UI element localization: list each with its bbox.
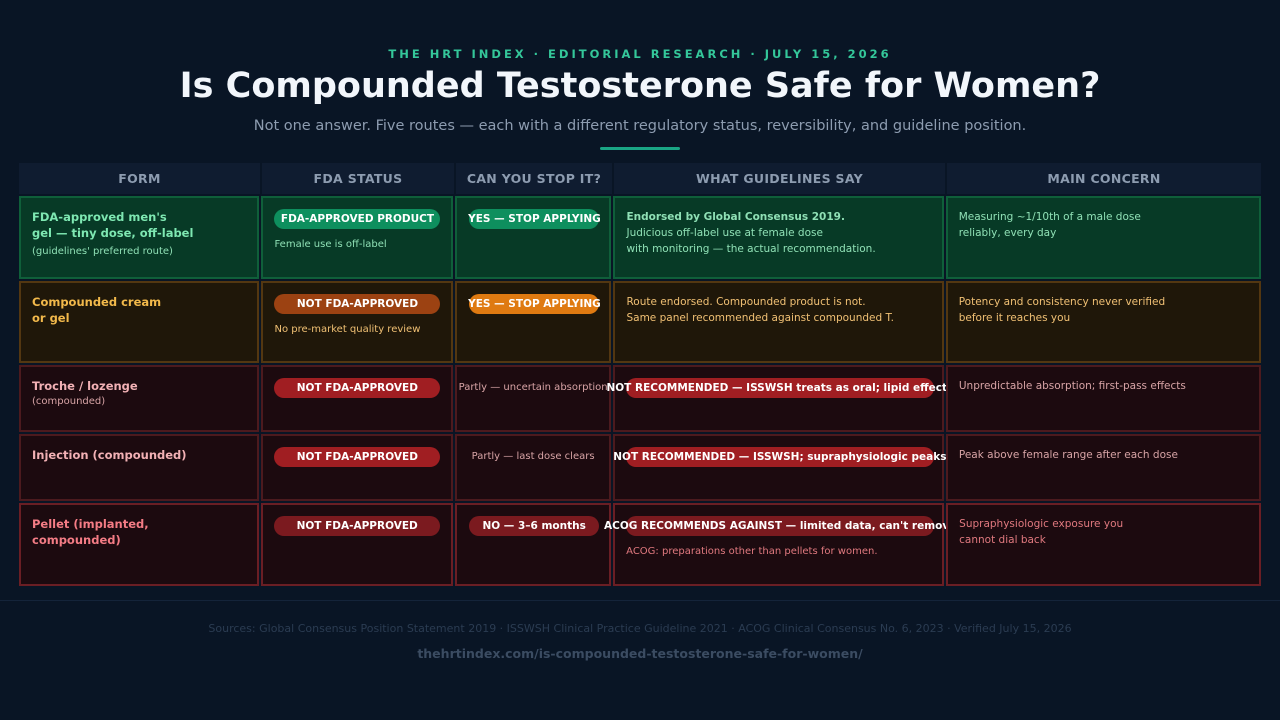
form-cell: Injection (compounded) <box>19 434 260 501</box>
fda-status-cell: NOT FDA-APPROVED <box>261 365 454 432</box>
stop-cell: NO — 3–6 months <box>455 503 612 586</box>
reversibility-text: Partly — uncertain absorption <box>458 382 608 393</box>
comparison-table: FORM FDA STATUS CAN YOU STOP IT? WHAT GU… <box>19 163 1261 586</box>
stop-cell: YES — STOP APPLYING <box>455 196 612 279</box>
table-row: Compounded cream or gel NOT FDA-APPROVED… <box>19 281 1261 363</box>
form-name: Pellet (implanted, compounded) <box>32 516 246 548</box>
concern-text: Measuring ~1/10th of a male dose <box>958 211 1141 223</box>
column-header-form: FORM <box>19 163 262 194</box>
form-name-line: FDA-approved men's <box>32 210 167 224</box>
fda-status-cell: NOT FDA-APPROVED No pre-market quality r… <box>261 281 454 363</box>
stop-cell: Partly — uncertain absorption <box>455 365 611 432</box>
concern-text: Supraphysiologic exposure you <box>959 518 1124 530</box>
fda-status-cell: NOT FDA-APPROVED <box>261 434 454 501</box>
fda-status-cell: NOT FDA-APPROVED <box>261 503 454 586</box>
form-cell: Troche / lozenge (compounded) <box>19 365 260 432</box>
stop-cell: YES — STOP APPLYING <box>455 281 612 363</box>
concern-text: Peak above female range after each dose <box>958 449 1178 461</box>
status-badge: NOT FDA-APPROVED <box>274 378 441 398</box>
concern-cell: Unpredictable absorption; first-pass eff… <box>945 365 1261 432</box>
form-name: Compounded cream or gel <box>32 294 246 326</box>
form-note: (compounded) <box>32 396 106 407</box>
form-name: FDA-approved men's gel — tiny dose, off-… <box>32 209 246 241</box>
reversibility-text: Partly — last dose clears <box>471 451 595 462</box>
guidelines-cell: NOT RECOMMENDED — ISSWSH; supraphysiolog… <box>612 434 946 501</box>
table-row: Troche / lozenge (compounded) NOT FDA-AP… <box>19 365 1261 432</box>
table-row: FDA-approved men's gel — tiny dose, off-… <box>19 196 1261 279</box>
column-header-guidelines: WHAT GUIDELINES SAY <box>614 163 947 194</box>
column-header-can-stop: CAN YOU STOP IT? <box>456 163 614 194</box>
reversibility-badge: YES — STOP APPLYING <box>468 209 601 229</box>
guideline-badge: NOT RECOMMENDED — ISSWSH treats as oral;… <box>606 378 953 398</box>
guidelines-cell: Route endorsed. Compounded product is no… <box>613 281 944 363</box>
guideline-headline: Endorsed by Global Consensus 2019. <box>626 211 845 223</box>
form-name-line: Pellet (implanted, <box>32 517 149 531</box>
table-header-row: FORM FDA STATUS CAN YOU STOP IT? WHAT GU… <box>19 163 1261 194</box>
concern-text: reliably, every day <box>958 227 1057 239</box>
reversibility-badge: NO — 3–6 months <box>469 516 600 536</box>
form-cell: Compounded cream or gel <box>19 281 260 363</box>
guideline-text: Same panel recommended against compounde… <box>626 312 894 324</box>
form-note: (guidelines' preferred route) <box>32 246 173 257</box>
column-header-fda-status: FDA STATUS <box>262 163 456 194</box>
concern-text: cannot dial back <box>959 534 1046 546</box>
reversibility-badge: YES — STOP APPLYING <box>468 294 601 314</box>
concern-text: before it reaches you <box>958 312 1071 324</box>
form-cell: FDA-approved men's gel — tiny dose, off-… <box>19 196 260 279</box>
form-name-line: gel — tiny dose, off-label <box>32 226 194 240</box>
guideline-text: Route endorsed. Compounded product is no… <box>626 296 866 308</box>
fda-note: Female use is off-label <box>274 239 387 250</box>
status-badge: NOT FDA-APPROVED <box>274 447 441 467</box>
concern-text: Unpredictable absorption; first-pass eff… <box>958 380 1186 392</box>
title-underline <box>600 147 680 150</box>
form-name: Injection (compounded) <box>32 448 187 462</box>
page-title: Is Compounded Testosterone Safe for Wome… <box>179 66 1101 106</box>
concern-text: Potency and consistency never verified <box>958 296 1166 308</box>
guidelines-cell: Endorsed by Global Consensus 2019. Judic… <box>613 196 944 279</box>
status-badge: NOT FDA-APPROVED <box>274 294 441 314</box>
form-name: Troche / lozenge <box>32 379 138 393</box>
form-name-line: or gel <box>32 311 70 325</box>
guideline-text: Judicious off-label use at female dose <box>626 227 823 239</box>
table-row: Injection (compounded) NOT FDA-APPROVED … <box>19 434 1261 501</box>
form-name-line: Compounded cream <box>32 295 162 309</box>
subtitle: Not one answer. Five routes — each with … <box>253 118 1027 134</box>
table-row: Pellet (implanted, compounded) NOT FDA-A… <box>19 503 1261 586</box>
page-url[interactable]: thehrtindex.com/is-compounded-testostero… <box>417 646 863 661</box>
concern-cell: Supraphysiologic exposure you cannot dia… <box>946 503 1261 586</box>
guideline-badge: NOT RECOMMENDED — ISSWSH; supraphysiolog… <box>613 447 946 467</box>
fda-note: No pre-market quality review <box>274 324 421 335</box>
footer-divider <box>0 600 1280 601</box>
guidelines-cell: ACOG RECOMMENDS AGAINST — limited data, … <box>604 503 956 586</box>
status-badge: NOT FDA-APPROVED <box>274 516 441 536</box>
guidelines-cell: NOT RECOMMENDED — ISSWSH treats as oral;… <box>606 365 953 432</box>
kicker: THE HRT INDEX · EDITORIAL RESEARCH · JUL… <box>388 47 892 61</box>
concern-cell: Measuring ~1/10th of a male dose reliabl… <box>945 196 1261 279</box>
fda-status-cell: FDA-APPROVED PRODUCT Female use is off-l… <box>261 196 454 279</box>
column-header-main-concern: MAIN CONCERN <box>947 163 1261 194</box>
sources-text: Sources: Global Consensus Position State… <box>208 622 1072 635</box>
guideline-badge: ACOG RECOMMENDS AGAINST — limited data, … <box>604 516 956 536</box>
form-name-line: compounded) <box>32 533 121 547</box>
guideline-note: ACOG: preparations other than pellets fo… <box>626 546 878 557</box>
status-badge: FDA-APPROVED PRODUCT <box>274 209 441 229</box>
concern-cell: Peak above female range after each dose <box>945 434 1261 501</box>
stop-cell: Partly — last dose clears <box>455 434 611 501</box>
form-cell: Pellet (implanted, compounded) <box>19 503 260 586</box>
concern-cell: Potency and consistency never verified b… <box>945 281 1261 363</box>
guideline-text: with monitoring — the actual recommendat… <box>626 243 876 255</box>
